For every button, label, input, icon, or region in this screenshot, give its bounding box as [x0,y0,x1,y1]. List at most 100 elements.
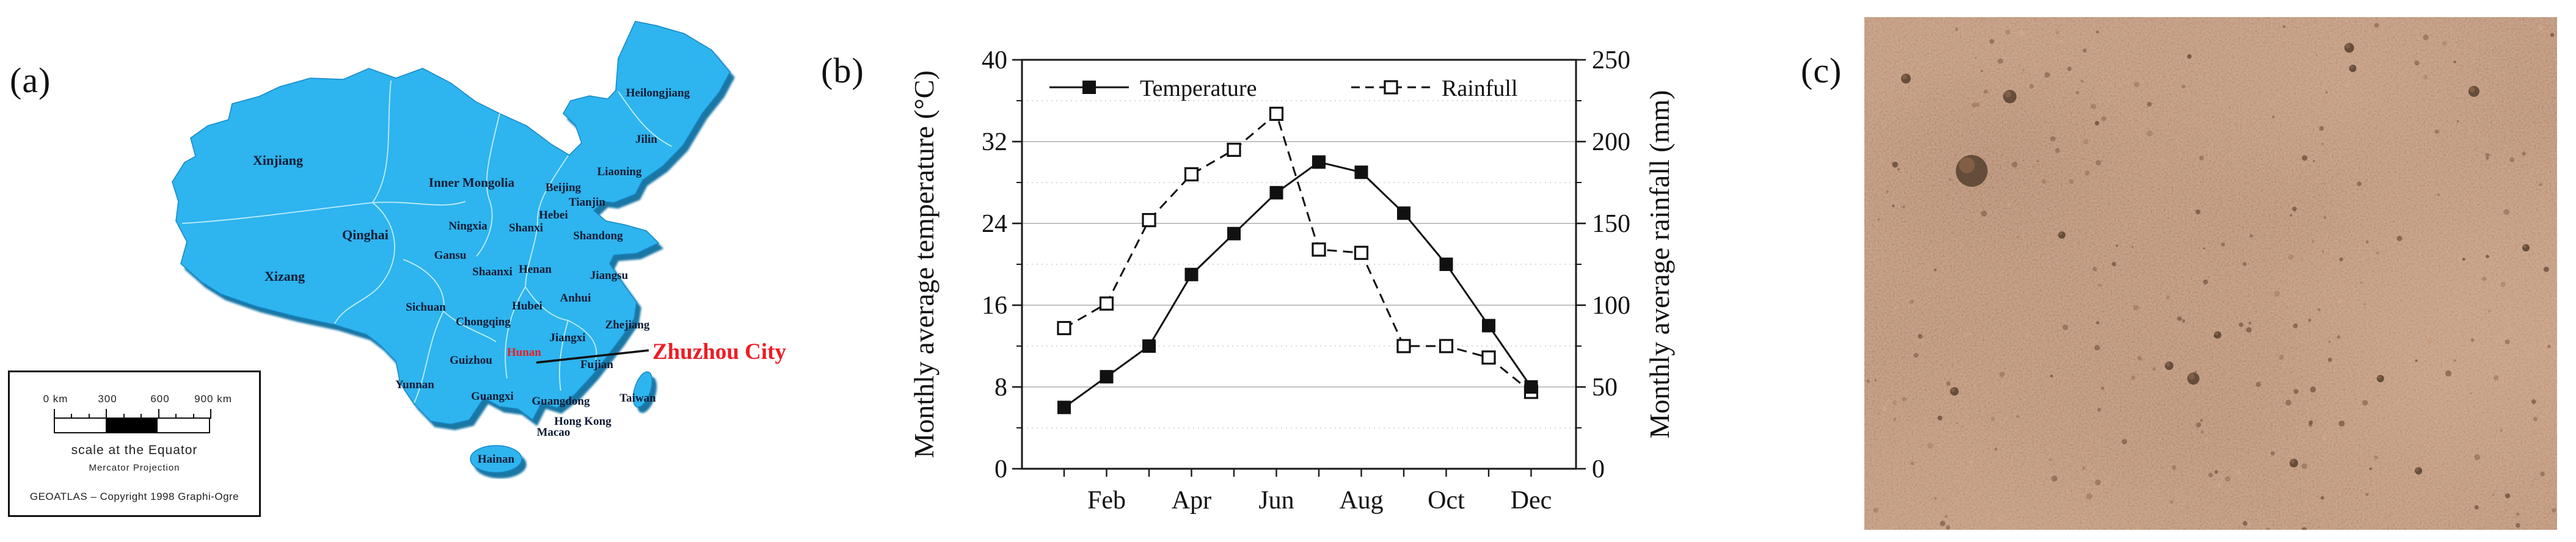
soil-speck [2049,458,2052,461]
soil-speck [2122,119,2128,125]
soil-speck [2522,151,2526,156]
right-axis-tick-label: 0 [1592,455,1605,483]
soil-speck [2232,283,2237,287]
soil-speck [2196,422,2202,428]
soil-speck [2544,323,2550,328]
soil-speck [1934,497,1937,500]
scale-major-tick [54,409,55,419]
soil-speck [2255,295,2260,300]
soil-speck [2242,521,2247,526]
zhuzhou-city-label: Zhuzhou City [652,339,786,364]
soil-speck [2236,470,2241,475]
soil-speck [2069,179,2074,184]
soil-speck [2115,244,2118,247]
soil-speck [2176,38,2180,41]
soil-speck [2486,156,2489,160]
soil-speck [1940,496,1947,503]
soil-speck [2327,357,2332,362]
province-label-qinghai: Qinghai [342,227,389,242]
soil-speck [1989,76,1995,83]
soil-speck [2313,160,2315,162]
soil-speck [2050,374,2053,378]
soil-speck [2200,430,2204,434]
soil-speck [2516,522,2520,528]
soil-speck [2323,215,2327,220]
soil-speck [2362,400,2368,406]
province-label-henan: Henan [519,263,552,276]
soil-speck [2025,333,2030,338]
soil-speck [2279,355,2284,360]
soil-speck [2171,464,2176,470]
scale-minor-tick [71,414,72,419]
soil-speck [1917,334,1923,339]
hainan-island-shape [470,445,522,473]
soil-speck [2363,303,2366,306]
soil-speck [1994,447,1998,451]
scale-projection: Mercator Projection [89,463,180,473]
soil-speck [1998,58,2004,64]
soil-speck [2328,340,2331,343]
soil-speck [2492,493,2495,497]
province-borders [181,80,673,403]
soil-speck [1886,467,1890,471]
soil-speck [2090,103,2096,109]
soil-speck [2133,305,2139,311]
soil-speck [1892,204,1895,208]
soil-speck [2338,421,2345,427]
soil-speck [2292,206,2297,212]
province-label-xinjiang: Xinjiang [253,153,303,168]
soil-speck [2016,236,2019,238]
soil-pebble-highlight [2188,373,2195,380]
soil-speck [2293,389,2299,394]
soil-speck [2157,144,2162,148]
soil-speck [1916,33,1919,37]
soil-speck [2181,319,2186,323]
province-label-jilin: Jilin [635,133,657,146]
soil-speck [1991,416,1995,421]
soil-speck [2205,328,2209,333]
soil-speck [2198,144,2203,148]
soil-speck [1880,159,1886,164]
soil-speck [2086,493,2093,500]
soil-speck [2374,23,2379,28]
soil-pebble-highlight [1902,74,1907,79]
zhuzhou-leader-line [536,349,649,364]
soil-pebble-highlight [2004,90,2012,98]
soil-speck [1999,372,2005,377]
soil-speck [2055,148,2060,153]
soil-speck [2320,496,2324,500]
soil-speck [2505,493,2511,499]
soil-speck [2067,66,2072,71]
province-label-guizhou: Guizhou [450,354,492,367]
province-label-gansu: Gansu [434,249,467,262]
soil-speck [2101,116,2107,121]
soil-speck [2274,276,2279,280]
soil-speck [2481,276,2487,281]
series-line-temperature [1064,161,1532,408]
soil-speck [2248,321,2252,325]
soil-speck [2505,339,2510,345]
soil-speck [2540,471,2545,477]
x-axis-tick-label: Apr [1172,486,1211,515]
soil-speck [2301,527,2307,530]
soil-speck [2374,455,2378,460]
marker-rainfull [1439,339,1454,353]
soil-speck [2131,245,2134,248]
soil-speck [2139,219,2143,223]
scale-minor-tick [140,414,142,419]
soil-speck [2096,31,2099,34]
soil-speck [1974,57,1977,59]
soil-speck [1892,161,1899,168]
soil-speck [2082,466,2086,470]
soil-speck [1913,353,1919,358]
soil-speck [1928,269,1935,275]
soil-speck [2120,399,2123,403]
province-label-zhejiang: Zhejiang [605,319,650,331]
soil-speck [2217,483,2221,487]
soil-speck [1989,38,1994,44]
soil-speck [1897,168,1900,171]
soil-speck [2423,74,2428,80]
soil-speck [2073,180,2076,184]
panel-a-label: (a) [10,60,51,100]
